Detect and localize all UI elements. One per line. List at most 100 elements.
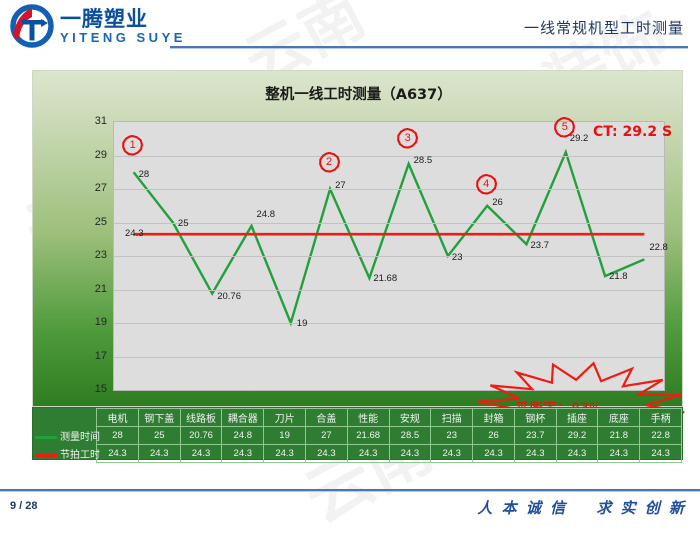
callout-marker-4: 4: [475, 174, 497, 195]
page-header: 一腾塑业 YITENG SUYE 一线常规机型工时测量: [0, 0, 700, 60]
table-cell: 28.5: [388, 426, 432, 445]
callout-marker-label: 5: [561, 120, 568, 133]
table-cell: 24.3: [472, 444, 515, 463]
gridline: [114, 155, 664, 157]
table-cell: 25: [137, 426, 181, 445]
table-cell: 22.8: [639, 426, 682, 445]
table-cell: 26: [472, 426, 515, 445]
legend-swatch: [35, 453, 57, 457]
series-line: [132, 148, 645, 327]
y-axis-tick-label: 25: [94, 215, 107, 228]
data-point-label: 23.7: [530, 240, 550, 252]
data-point-label: 19: [296, 318, 308, 329]
baseline-label: 24.3: [125, 228, 144, 240]
y-axis-tick-label: 21: [94, 282, 107, 295]
table-cell: 27: [304, 426, 348, 445]
table-header-cell: 合盖: [304, 408, 348, 427]
chart-title: 整机一线工时测量（A637）: [265, 87, 452, 103]
legend-label: 节拍工时: [60, 450, 100, 461]
slogan-right: 求 实 创 新: [596, 499, 686, 517]
callout-marker-label: 4: [483, 178, 490, 191]
table-cell: 24.3: [179, 444, 223, 463]
gridline: [114, 356, 664, 358]
callout-ring-icon: [122, 134, 144, 156]
series-lines: [132, 148, 645, 327]
logo-english-name: YITENG SUYE: [60, 29, 186, 45]
y-axis-tick-label: 23: [94, 249, 107, 261]
table-cell: 29.2: [555, 426, 599, 445]
callout-marker-label: 3: [404, 132, 411, 145]
y-axis-tick-label: 17: [94, 349, 107, 362]
plot-area: [113, 121, 665, 391]
callout-ring-icon: [318, 151, 340, 173]
table-cell: 24.3: [221, 444, 265, 463]
y-axis-tick-label: 19: [94, 316, 107, 328]
callout-marker-2: 2: [318, 151, 340, 173]
table-cell: 20.76: [179, 426, 223, 445]
y-axis-tick-label: 31: [94, 115, 107, 127]
y-axis-tick-label: 15: [94, 383, 107, 395]
table-cell: 21.8: [597, 426, 641, 445]
company-logo: 一腾塑业 YITENG SUYE: [8, 4, 186, 48]
table-cell: 24.8: [221, 426, 265, 445]
gridline: [114, 222, 664, 224]
table-cell: 24.3: [388, 444, 432, 463]
callout-marker-5: 5: [554, 116, 576, 138]
callout-marker-label: 1: [129, 138, 136, 151]
table-cell: 24.3: [639, 444, 682, 463]
table-header-cell: 插座: [555, 408, 599, 427]
callout-ring-icon: [475, 174, 497, 195]
data-point-label: 24.8: [256, 208, 276, 220]
page-title: 一线常规机型工时测量: [523, 19, 684, 37]
table-header-cell: 性能: [346, 408, 390, 427]
gridline: [114, 256, 664, 257]
logo-chinese-name: 一腾塑业: [60, 6, 148, 31]
table-cell: 24.3: [346, 444, 390, 463]
table-row: 测量时间 28 25 20.76 24.8 19 27 21.68 28.5 23 26 23.7 29…: [33, 426, 682, 445]
slogan-left: 人 本 诚 信: [477, 499, 568, 517]
series-legend: 测量时间: [33, 427, 100, 445]
callout-ring-icon: [554, 116, 576, 138]
y-axis-tick-label: 29: [94, 148, 107, 161]
logo-icon: [10, 4, 54, 48]
data-point-label: 26: [492, 196, 503, 208]
table-header-cell: 手柄: [639, 408, 682, 427]
callout-marker-label: 2: [326, 155, 333, 168]
chart-panel: 整机一线工时测量（A637） 15 17 19 21 23 25 27 29 31 28 25 20…: [32, 70, 685, 453]
legend-swatch: [35, 435, 57, 439]
table-header-cell: 封箱: [472, 408, 515, 427]
gridline: [114, 289, 664, 291]
table-header-cell: 电机: [96, 408, 139, 427]
table-cell: 23: [430, 426, 474, 445]
data-point-label: 23: [451, 252, 463, 263]
callout-marker-3: 3: [397, 128, 419, 150]
legend-label: 测量时间: [60, 432, 100, 443]
table-cell: 21.68: [346, 426, 390, 445]
table-row: 节拍工时 24.3 24.3 24.3 24.3 24.3 24.3 24.3 24.3 24.3…: [33, 444, 682, 463]
data-table: 电机 钢下盖 线路板 耦合器 刀片 合盖 性能 安规 扫描 封箱 钢杯 插座 底座 手柄 测量时间 28 25 2…: [32, 407, 683, 463]
table-header-cell: 安规: [388, 408, 432, 427]
table-cell: 24.3: [263, 444, 306, 463]
data-point-label: 28.5: [413, 154, 433, 166]
table-header-cell: 钢杯: [513, 408, 557, 427]
callout-marker-1: 1: [122, 134, 144, 156]
page-number: 9 / 28: [10, 500, 38, 512]
table-header-row: 电机 钢下盖 线路板 耦合器 刀片 合盖 性能 安规 扫描 封箱 钢杯 插座 底座 手柄: [33, 408, 682, 427]
table-header-cell: 底座: [597, 408, 641, 427]
data-point-label: 22.8: [649, 242, 668, 254]
footer-divider: [0, 489, 700, 492]
data-point-label: 28: [138, 169, 150, 181]
y-axis-ticks: 15 17 19 21 23 25 27 29 31: [77, 115, 107, 395]
y-axis-tick-label: 27: [94, 182, 107, 194]
data-point-label: 29.2: [569, 133, 589, 145]
gridline: [114, 189, 664, 190]
ct-value-label: CT: 29.2 S: [593, 124, 673, 140]
table-cell: 24.3: [137, 444, 181, 463]
data-point-label: 21.8: [609, 271, 628, 283]
data-point-label: 25: [177, 217, 189, 229]
callout-ring-icon: [397, 128, 419, 150]
table-header-cell: 耦合器: [221, 408, 265, 427]
series-legend: 节拍工时: [33, 445, 100, 463]
table-cell: 24.3: [430, 444, 474, 463]
table-cell: 23.7: [513, 426, 557, 445]
